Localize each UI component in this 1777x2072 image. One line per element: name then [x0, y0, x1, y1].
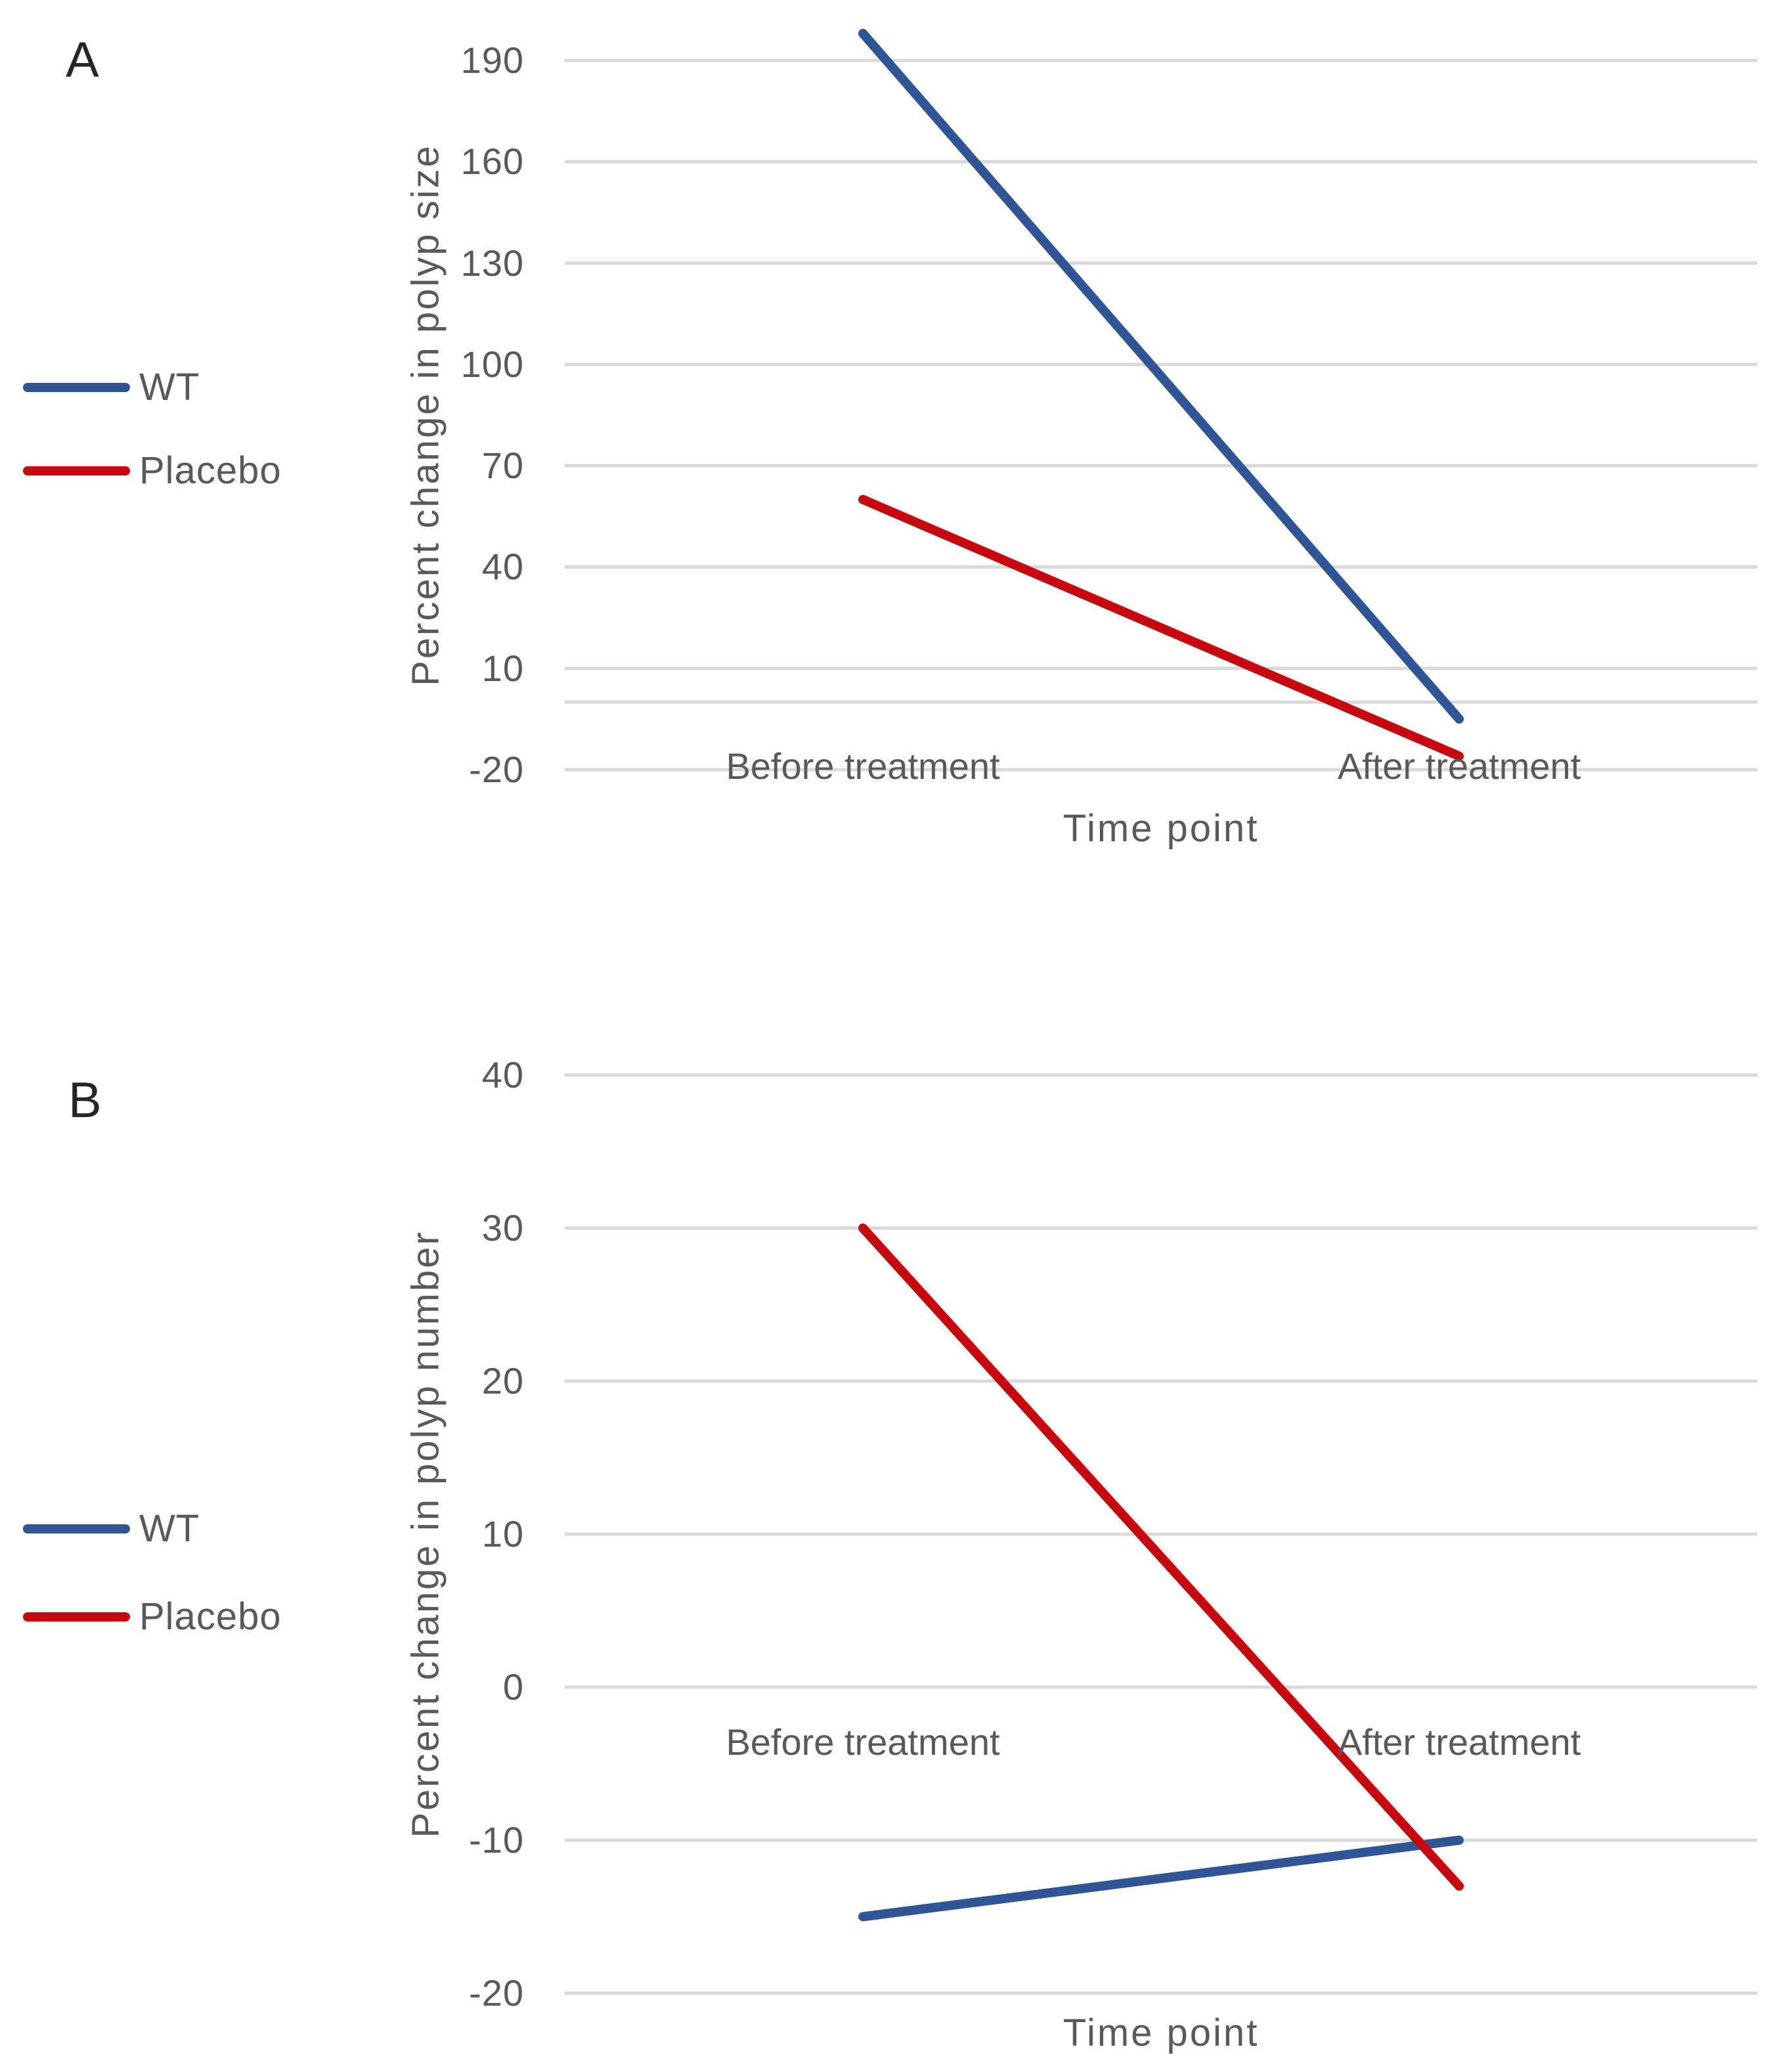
y-tick-label: 10: [481, 1513, 524, 1554]
y-tick-label: 190: [460, 39, 524, 81]
legend-line-wt: [23, 383, 130, 392]
x-axis-title-a: Time point: [1063, 807, 1260, 850]
x-category-label: Before treatment: [726, 745, 1000, 787]
legend-line-placebo: [23, 1612, 130, 1621]
x-category-label: After treatment: [1337, 1721, 1581, 1763]
plot-area-a: [565, 28, 1757, 772]
y-tick-label: 0: [502, 1666, 524, 1708]
legend-label-placebo: Placebo: [139, 449, 282, 492]
y-tick-label: 70: [481, 445, 524, 487]
y-tick-label: 130: [460, 242, 524, 284]
x-category-label: After treatment: [1337, 745, 1581, 787]
y-tick-label: -20: [469, 749, 524, 790]
series-line-placebo: [858, 1223, 1464, 1891]
y-tick-label: 100: [460, 343, 524, 385]
y-tick-label: 20: [481, 1360, 524, 1401]
y-axis-title-a: Percent change in polyp size: [404, 144, 447, 686]
legend-label-wt: WT: [139, 366, 200, 408]
panel-label-b: B: [68, 1072, 102, 1128]
y-tick-label: 160: [460, 141, 524, 183]
y-tick-label: 30: [481, 1207, 524, 1248]
series-line-wt: [858, 28, 1464, 724]
series-line-placebo: [858, 495, 1464, 761]
y-tick-label: -10: [469, 1819, 524, 1861]
y-tick-label: 40: [481, 546, 524, 588]
legend-label-placebo: Placebo: [139, 1595, 282, 1638]
panel-label-a: A: [66, 32, 100, 88]
plot-area-b: [565, 1073, 1757, 1995]
y-tick-label: 40: [481, 1054, 524, 1095]
chart-panel-a: A Percent change in polyp size Time poin…: [0, 0, 1777, 933]
chart-panel-b: B Percent change in polyp number Time po…: [0, 933, 1777, 2072]
y-tick-label: -20: [469, 1972, 524, 2014]
series-line-wt: [858, 1836, 1464, 1922]
plot-svg: [565, 28, 1757, 772]
legend-line-placebo: [23, 466, 130, 475]
legend-label-wt: WT: [139, 1507, 200, 1550]
x-axis-title-b: Time point: [1063, 2012, 1260, 2054]
plot-svg: [565, 1073, 1757, 1995]
legend-line-wt: [23, 1524, 130, 1533]
x-category-label: Before treatment: [726, 1721, 1000, 1763]
y-tick-label: 10: [481, 647, 524, 689]
